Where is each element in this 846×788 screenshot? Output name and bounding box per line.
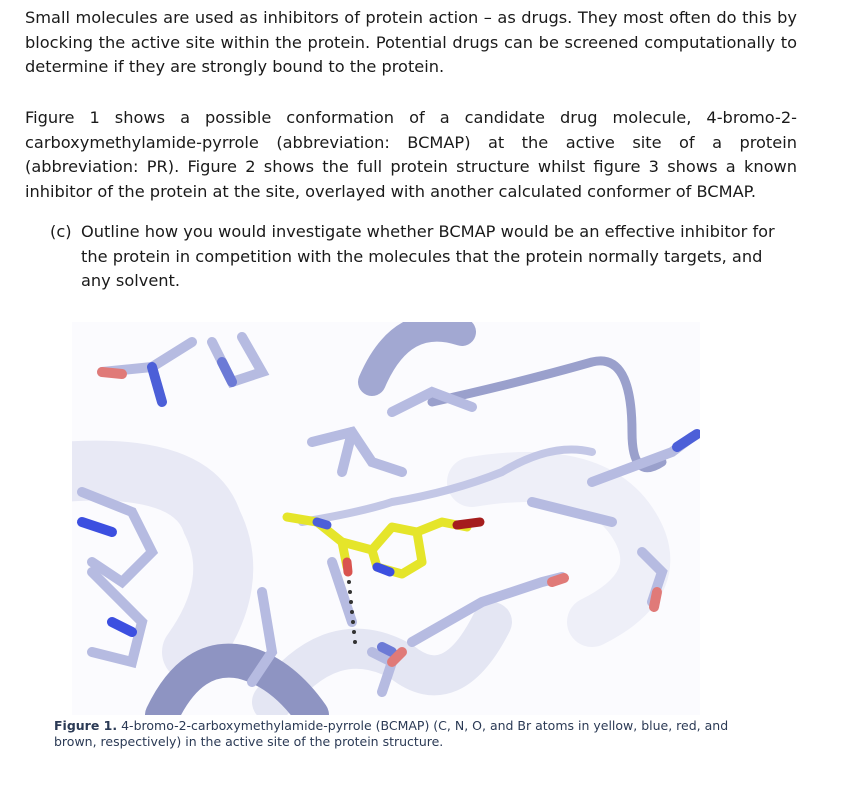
question-text: Outline how you would investigate whethe… (81, 222, 775, 291)
residue-sticks (77, 332, 700, 697)
hydrogen-bond (347, 580, 357, 644)
ribbons (72, 322, 671, 715)
figure-image (72, 322, 700, 715)
bcmap-molecule (282, 512, 485, 579)
caption-text: 4-bromo-2-carboxymethylamide-pyrrole (BC… (54, 718, 729, 749)
paragraph: Figure 1 shows a possible conformation o… (25, 108, 797, 201)
caption-label: Figure 1. (54, 718, 118, 733)
paragraph: Small molecules are used as inhibitors o… (25, 8, 797, 77)
question-label: (c) (50, 222, 72, 241)
question: (c) Outline how you would investigate wh… (50, 220, 795, 294)
figure-caption: Figure 1. 4-bromo-2-carboxymethylamide-p… (54, 718, 734, 750)
